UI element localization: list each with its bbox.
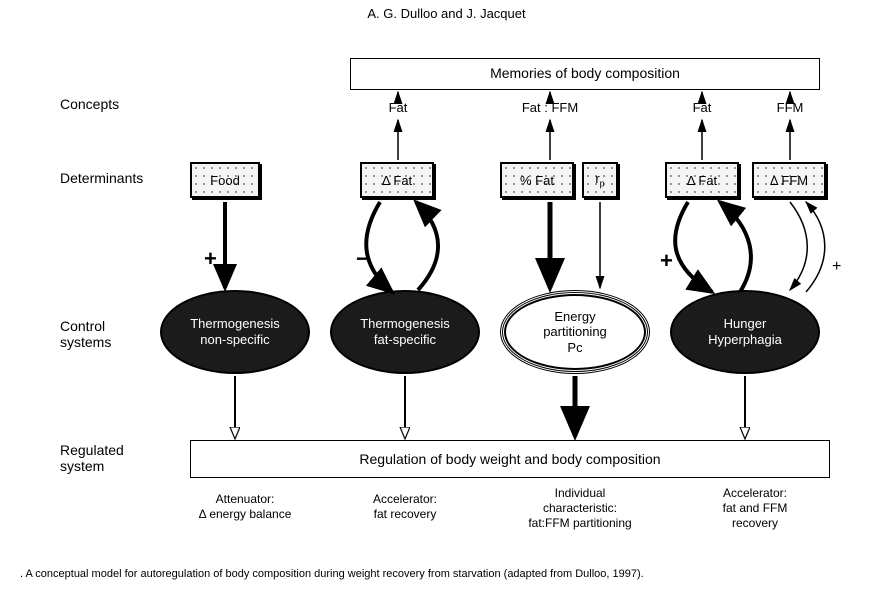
memories-title: Memories of body composition bbox=[490, 65, 680, 81]
mem-sub-ffm: FFM bbox=[770, 100, 810, 115]
det-dfat1-label: Δ Fat bbox=[382, 173, 412, 188]
authors-line: A. G. Dulloo and J. Jacquet bbox=[0, 6, 893, 21]
sign-plus-food: + bbox=[204, 246, 217, 272]
desc-individual: Individual characteristic: fat:FFM parti… bbox=[490, 486, 670, 531]
sign-plus-ffm: + bbox=[832, 258, 841, 276]
desc-attenuator: Attenuator: Δ energy balance bbox=[165, 492, 325, 522]
figure-canvas: A. G. Dulloo and J. Jacquet Concepts Det… bbox=[0, 0, 893, 606]
memories-box: Memories of body composition bbox=[350, 58, 820, 90]
cs-thermo-fs: Thermogenesis fat-specific bbox=[330, 290, 480, 374]
mem-sub-fat2: Fat bbox=[682, 100, 722, 115]
rowlabel-control-systems: Control systems bbox=[60, 318, 111, 350]
figure-caption: . A conceptual model for autoregulation … bbox=[20, 568, 873, 580]
sign-minus-fs: − bbox=[356, 246, 369, 272]
det-dfat2: Δ Fat bbox=[665, 162, 739, 198]
det-dfat1: Δ Fat bbox=[360, 162, 434, 198]
det-rp-label: rp bbox=[595, 171, 604, 189]
det-pctfat: % Fat bbox=[500, 162, 574, 198]
det-dffm: Δ FFM bbox=[752, 162, 826, 198]
det-dfat2-label: Δ Fat bbox=[687, 173, 717, 188]
cs-hunger: Hunger Hyperphagia bbox=[670, 290, 820, 374]
cs-energy-pc: Energy partitioning Pc bbox=[500, 290, 650, 374]
rowlabel-determinants: Determinants bbox=[60, 170, 143, 186]
det-food-label: Food bbox=[210, 173, 240, 188]
rowlabel-regulated-system: Regulated system bbox=[60, 442, 124, 474]
mem-sub-fat1: Fat bbox=[378, 100, 418, 115]
regulated-label: Regulation of body weight and body compo… bbox=[359, 451, 660, 467]
sign-plus-hunger: + bbox=[660, 248, 673, 274]
cs-thermo-ns: Thermogenesis non-specific bbox=[160, 290, 310, 374]
det-pctfat-label: % Fat bbox=[520, 173, 554, 188]
rowlabel-concepts: Concepts bbox=[60, 96, 119, 112]
det-dffm-label: Δ FFM bbox=[770, 173, 808, 188]
regulated-box: Regulation of body weight and body compo… bbox=[190, 440, 830, 478]
det-food: Food bbox=[190, 162, 260, 198]
det-rp: rp bbox=[582, 162, 618, 198]
mem-sub-fatffm: Fat : FFM bbox=[510, 100, 590, 115]
desc-accel-fat: Accelerator: fat recovery bbox=[330, 492, 480, 522]
desc-accel-fatffm: Accelerator: fat and FFM recovery bbox=[670, 486, 840, 531]
